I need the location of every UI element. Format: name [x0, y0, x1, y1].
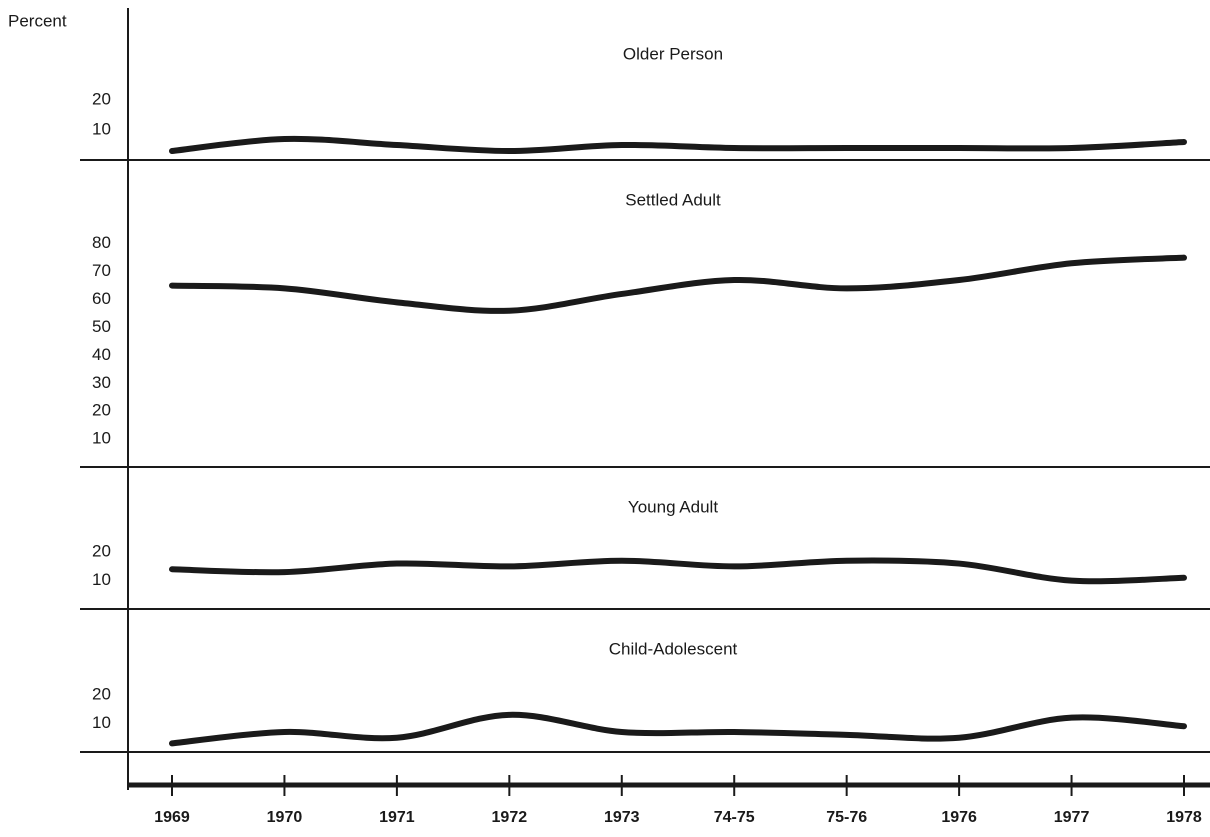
y-tick-label: 50: [92, 317, 111, 336]
y-tick-label: 20: [92, 542, 111, 561]
y-tick-label: 80: [92, 233, 111, 252]
y-tick-label: 40: [92, 345, 111, 364]
y-axis-label: Percent: [8, 11, 67, 30]
y-tick-label: 10: [92, 570, 111, 589]
panel-title: Child-Adolescent: [609, 639, 738, 658]
x-tick-label: 1970: [267, 809, 303, 826]
y-tick-label: 70: [92, 261, 111, 280]
x-tick-label: 1972: [492, 809, 528, 826]
x-tick-label: 75-76: [826, 809, 867, 826]
y-tick-label: 10: [92, 713, 111, 732]
x-tick-label: 1969: [154, 809, 190, 826]
y-tick-label: 20: [92, 401, 111, 420]
y-tick-label: 20: [92, 684, 111, 703]
panel-title: Older Person: [623, 44, 723, 63]
y-tick-label: 60: [92, 289, 111, 308]
series-line: [169, 557, 1187, 585]
series-line: [169, 254, 1187, 314]
panel-title: Young Adult: [628, 497, 718, 516]
x-tick-label: 1978: [1166, 809, 1202, 826]
panel-title: Settled Adult: [625, 190, 721, 209]
series-line: [169, 711, 1187, 747]
series-line: [169, 135, 1187, 155]
y-tick-label: 10: [92, 429, 111, 448]
y-tick-label: 30: [92, 373, 111, 392]
x-tick-label: 1971: [379, 809, 415, 826]
x-tick-label: 74-75: [714, 809, 755, 826]
y-tick-label: 10: [92, 119, 111, 138]
x-tick-label: 1976: [941, 809, 977, 826]
y-tick-label: 20: [92, 89, 111, 108]
x-tick-label: 1977: [1054, 809, 1090, 826]
x-tick-label: 1973: [604, 809, 640, 826]
